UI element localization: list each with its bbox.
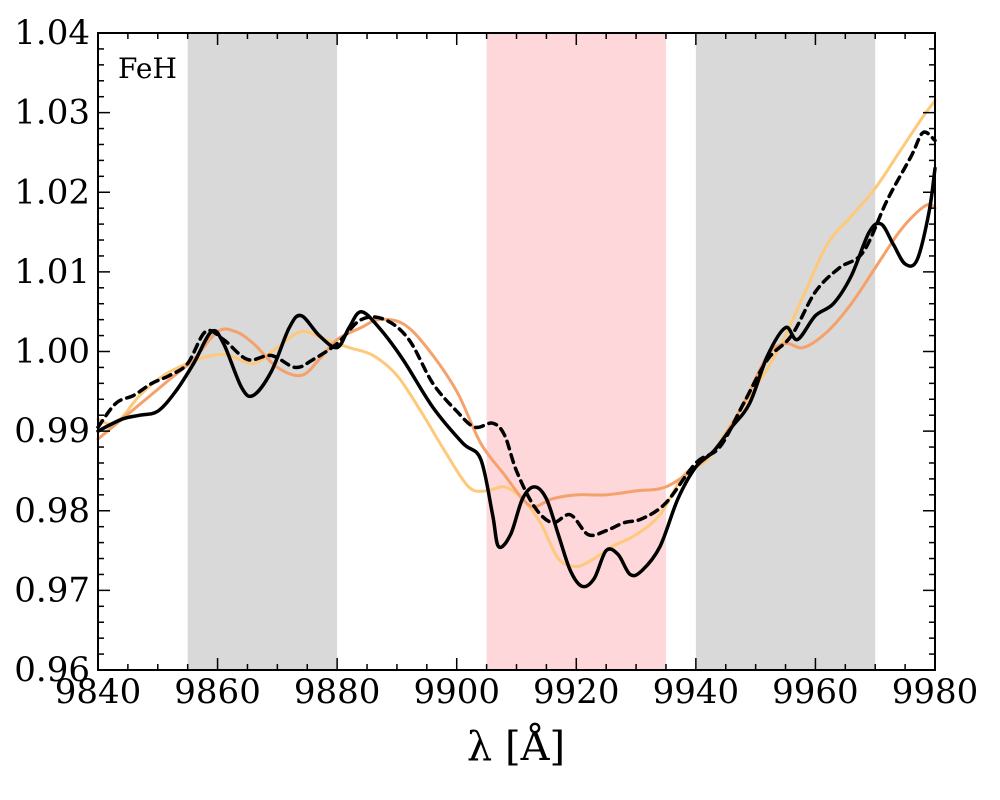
shaded-region-feature-band xyxy=(486,33,666,670)
shaded-region-red-continuum xyxy=(695,33,876,670)
plot-frame xyxy=(97,32,936,671)
x-tick-label: 9900 xyxy=(413,672,500,712)
y-tick-label: 0.97 xyxy=(14,570,90,610)
x-tick-label: 9980 xyxy=(892,672,979,712)
y-tick-label: 1.03 xyxy=(14,93,90,133)
x-tick-label: 9840 xyxy=(55,672,142,712)
x-tick-label: 9880 xyxy=(294,672,381,712)
x-tick-label: 9940 xyxy=(653,672,740,712)
feh-annotation: FeH xyxy=(118,52,177,85)
y-tick-label: 1.00 xyxy=(14,332,90,372)
y-tick-label: 0.96 xyxy=(14,650,90,690)
x-tick-label: 9860 xyxy=(174,672,261,712)
x-tick-labels: 9840 9860 9880 9900 9920 9940 9960 9980 xyxy=(55,672,979,712)
y-tick-label: 1.04 xyxy=(14,13,90,53)
y-tick-label: 1.02 xyxy=(14,172,90,212)
series-black-solid xyxy=(96,166,937,589)
x-axis-label: λ [Å] xyxy=(467,723,565,770)
x-tick-label: 9920 xyxy=(533,672,620,712)
series-lines xyxy=(96,99,937,589)
y-tick-label: 1.01 xyxy=(14,252,90,292)
y-tick-labels: 0.96 0.97 0.98 0.99 1.00 1.01 1.02 1.03 1.04 xyxy=(14,13,90,690)
x-tick-label: 9960 xyxy=(772,672,859,712)
shaded-regions xyxy=(187,33,876,670)
y-tick-label: 0.98 xyxy=(14,491,90,531)
y-tick-label: 0.99 xyxy=(14,411,90,451)
